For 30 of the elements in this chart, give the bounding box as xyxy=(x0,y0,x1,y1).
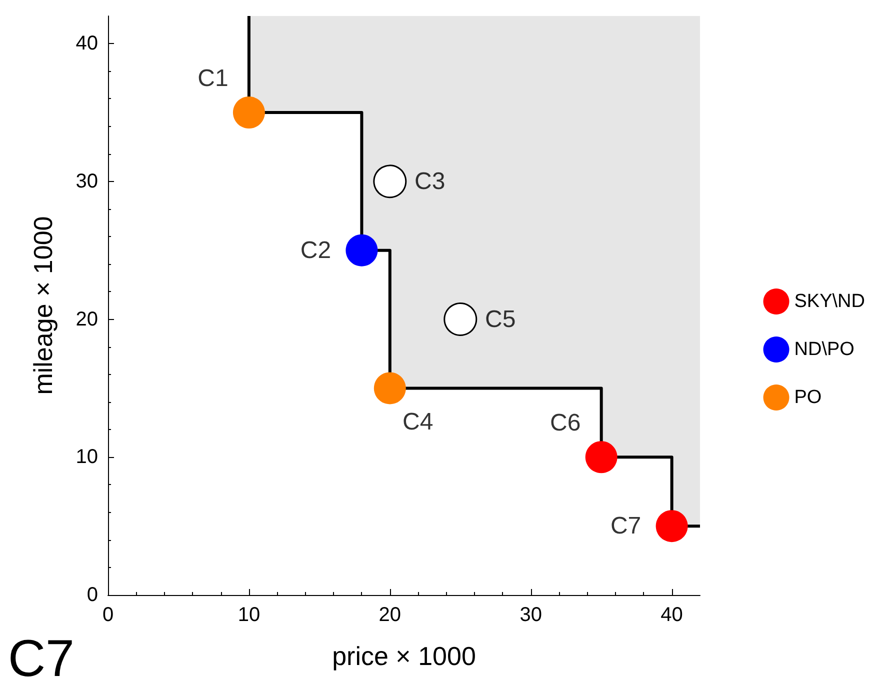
annotation: C2 xyxy=(300,236,332,264)
point xyxy=(444,302,478,336)
y-tick-label: 0 xyxy=(86,584,98,606)
y-tick-label: 10 xyxy=(76,446,98,468)
annotation: C1 xyxy=(198,65,228,92)
annotation: C3 xyxy=(414,168,446,195)
legend-label: SKY\ND xyxy=(794,291,866,312)
x-tick-label: 10 xyxy=(238,604,260,626)
x-axis-title: price × 1000 xyxy=(332,641,476,671)
x-tick-label: 40 xyxy=(660,604,683,626)
legend-label: PO xyxy=(794,387,822,408)
point xyxy=(232,96,265,128)
point xyxy=(373,164,407,198)
annotation: C4 xyxy=(402,408,434,436)
x-tick-label: 30 xyxy=(520,604,542,626)
x-tick-label: 20 xyxy=(378,604,402,626)
legend-label: ND\PO xyxy=(794,339,854,360)
annotation: C7 xyxy=(610,512,642,540)
x-tick-label: 0 xyxy=(102,604,114,626)
annotation: C6 xyxy=(550,410,581,437)
y-tick-label: 30 xyxy=(76,170,98,192)
y-tick-label: 40 xyxy=(76,32,98,55)
point xyxy=(656,510,688,542)
annotation: C5 xyxy=(485,306,516,333)
y-tick-label: 20 xyxy=(76,308,98,330)
y-axis-title: mileage × 1000 xyxy=(28,216,58,395)
point xyxy=(374,372,406,404)
point xyxy=(585,441,618,474)
text: C7 xyxy=(8,630,74,688)
point xyxy=(346,234,378,266)
